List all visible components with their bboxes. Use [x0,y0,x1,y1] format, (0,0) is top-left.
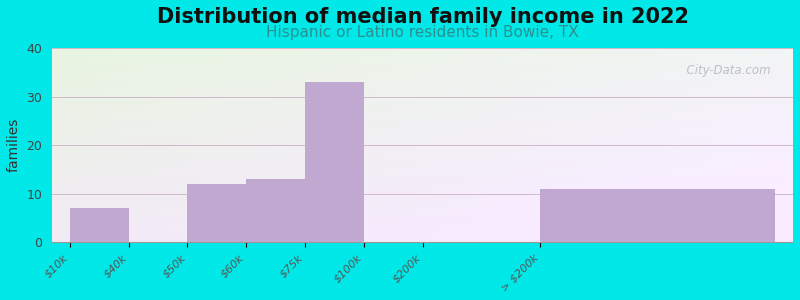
Text: City-Data.com: City-Data.com [679,64,771,76]
Bar [540,189,775,242]
Bar [70,208,129,242]
Bar [305,82,364,242]
Bar [246,179,305,242]
Text: Hispanic or Latino residents in Bowie, TX: Hispanic or Latino residents in Bowie, T… [266,25,579,40]
Bar [187,184,246,242]
Y-axis label: families: families [7,118,21,172]
Title: Distribution of median family income in 2022: Distribution of median family income in … [157,7,689,27]
